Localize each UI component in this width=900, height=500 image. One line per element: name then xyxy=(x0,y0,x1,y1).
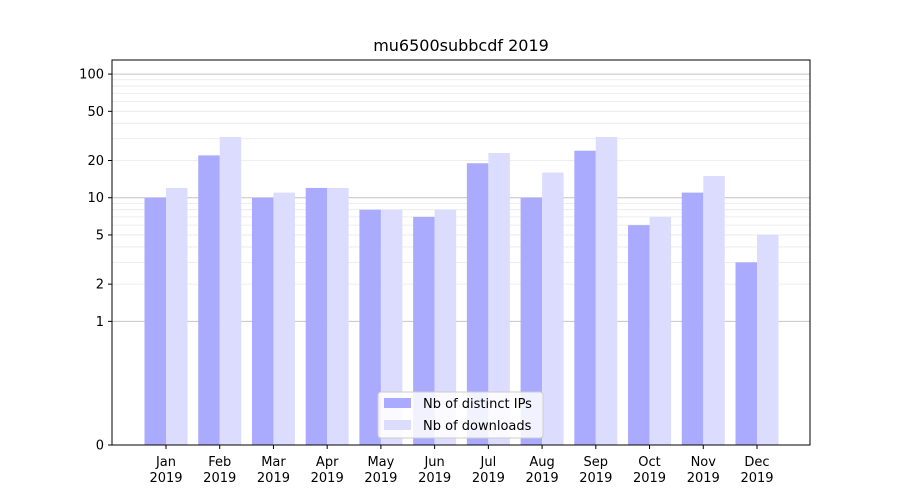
bar-distinct-ips xyxy=(520,197,543,445)
x-tick-label-year: 2019 xyxy=(311,471,344,486)
bar-distinct-ips xyxy=(574,150,596,445)
y-tick-label: 10 xyxy=(87,191,104,206)
y-tick-label: 1 xyxy=(96,315,104,330)
legend-box xyxy=(377,391,544,439)
y-tick-label: 50 xyxy=(87,105,104,120)
plot-frame xyxy=(111,59,811,446)
y-tick-label: 5 xyxy=(96,228,104,243)
bar-distinct-ips xyxy=(305,187,328,445)
bar-downloads xyxy=(166,187,188,445)
x-tick-label-year: 2019 xyxy=(687,471,720,486)
bar-distinct-ips xyxy=(198,155,220,445)
bar-distinct-ips xyxy=(466,163,489,445)
bar-downloads xyxy=(595,136,618,445)
x-tick-label-month: Oct xyxy=(638,455,660,470)
x-tick-label-month: Mar xyxy=(261,455,286,470)
x-tick-label-month: Jul xyxy=(480,455,497,470)
x-tick-label-year: 2019 xyxy=(364,471,397,486)
bar-distinct-ips xyxy=(413,216,435,445)
x-tick-label-year: 2019 xyxy=(740,471,773,486)
x-tick-label-month: Nov xyxy=(691,455,717,470)
bar-downloads xyxy=(380,209,403,445)
bars xyxy=(144,136,779,446)
y-tick-label: 100 xyxy=(79,68,104,83)
bar-distinct-ips xyxy=(628,225,650,445)
x-tick-label-month: Jun xyxy=(423,455,444,470)
x-tick-label-year: 2019 xyxy=(526,471,559,486)
bar-distinct-ips xyxy=(144,197,166,445)
legend: Nb of distinct IPs Nb of downloads xyxy=(377,391,544,439)
bar-downloads xyxy=(542,172,564,446)
legend-swatch-downloads xyxy=(384,420,411,430)
bar-downloads xyxy=(219,136,242,445)
x-tick-label-month: May xyxy=(367,455,394,470)
x-axis: Jan2019Feb2019Mar2019Apr2019May2019Jun20… xyxy=(149,445,774,486)
y-tick-label: 0 xyxy=(96,439,104,454)
x-tick-label-year: 2019 xyxy=(257,471,290,486)
legend-label-distinct-ips: Nb of distinct IPs xyxy=(423,397,532,412)
x-tick-label-year: 2019 xyxy=(149,471,182,486)
bar-distinct-ips xyxy=(735,262,757,445)
x-tick-label-month: Sep xyxy=(584,455,609,470)
x-tick-label-year: 2019 xyxy=(633,471,666,486)
x-tick-label-month: Dec xyxy=(744,455,769,470)
bar-distinct-ips xyxy=(251,197,274,445)
x-tick-label-month: Jan xyxy=(155,455,176,470)
bar-downloads xyxy=(757,234,779,445)
legend-swatch-distinct-ips xyxy=(384,398,411,408)
y-tick-label: 20 xyxy=(87,154,104,169)
x-tick-label-month: Feb xyxy=(208,455,231,470)
bar-downloads xyxy=(434,209,457,445)
bar-downloads xyxy=(488,153,510,445)
bar-distinct-ips xyxy=(681,192,704,445)
bar-distinct-ips xyxy=(359,209,381,445)
y-tick-label: 2 xyxy=(96,278,104,293)
chart-title: mu6500subbcdf 2019 xyxy=(373,36,549,55)
y-axis: 0 1 2 5 10 20 50 100 xyxy=(79,68,112,454)
legend-label-downloads: Nb of downloads xyxy=(423,419,532,434)
x-tick-label-month: Apr xyxy=(316,455,339,470)
x-tick-label-year: 2019 xyxy=(418,471,451,486)
bar-downloads xyxy=(703,175,725,445)
x-tick-label-month: Aug xyxy=(529,455,554,470)
bar-downloads xyxy=(273,192,295,445)
x-tick-label-year: 2019 xyxy=(579,471,612,486)
x-tick-label-year: 2019 xyxy=(203,471,236,486)
bar-downloads xyxy=(649,216,672,445)
x-tick-label-year: 2019 xyxy=(472,471,505,486)
bar-downloads xyxy=(327,187,349,445)
